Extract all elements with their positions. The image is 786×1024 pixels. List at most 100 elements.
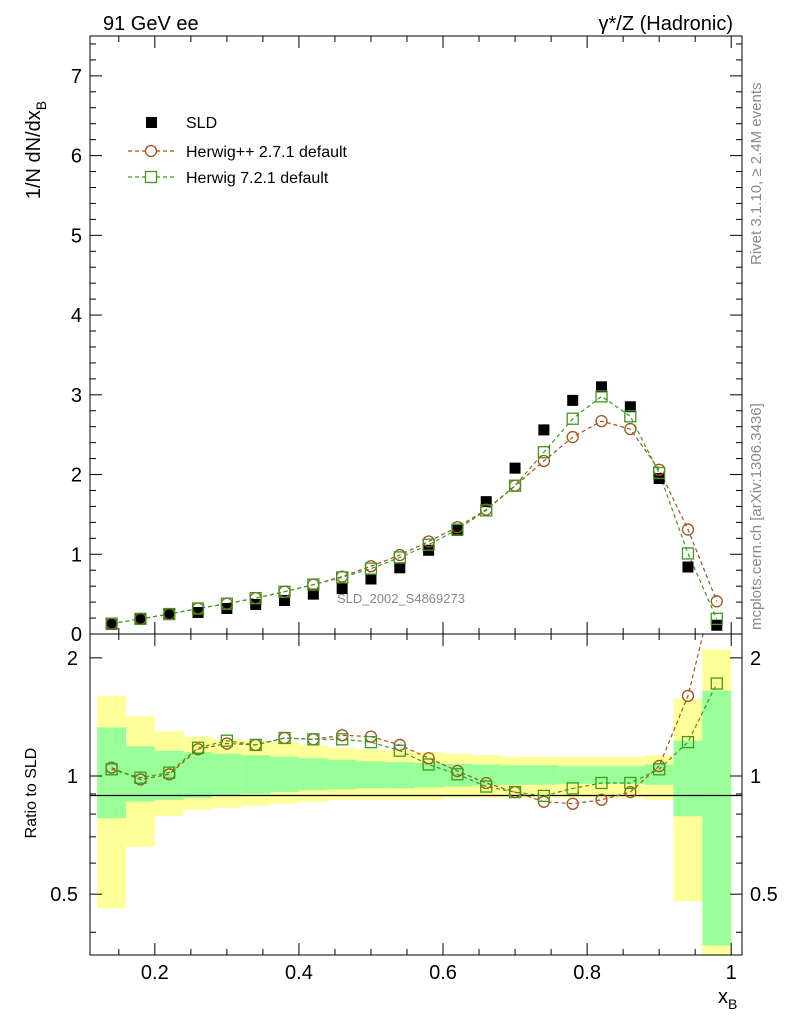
xlabel: xB bbox=[718, 986, 737, 1012]
legend: SLD Herwig++ 2.7.1 default Herwig 7.2.1 … bbox=[128, 115, 348, 187]
herwig7-point bbox=[508, 479, 522, 492]
ratio-panel: 0.5 0.5 1 1 2 2 0.2 0.4 0.6 0.8 1 Ratio to SLD xB bbox=[23, 572, 778, 1012]
ratio-band-stat bbox=[702, 690, 732, 946]
herwig7-point bbox=[364, 562, 378, 575]
herwigpp-point bbox=[681, 523, 695, 536]
ratio-band-stat bbox=[414, 762, 444, 788]
herwig7-point bbox=[220, 597, 234, 610]
herwig7-point bbox=[249, 591, 262, 605]
herwig7-point bbox=[191, 602, 205, 615]
mcplots-note: mcplots.cern.ch [arXiv:1306.3436] bbox=[748, 403, 765, 630]
ratio-herwigpp-point bbox=[595, 793, 608, 806]
sld-point bbox=[711, 619, 723, 631]
ratio-ytick-label-left: 0.5 bbox=[50, 884, 78, 906]
herwig7-point bbox=[566, 412, 579, 425]
ratio-series-group bbox=[105, 572, 723, 810]
ratio-ytick-label-right: 1 bbox=[750, 766, 761, 788]
ratio-herwig7-point bbox=[451, 768, 464, 781]
ratio-herwig7-point bbox=[508, 785, 522, 799]
ratio-herwig7-point bbox=[422, 758, 435, 771]
herwig7-point bbox=[134, 612, 147, 626]
ratio-herwig7-point bbox=[393, 744, 406, 757]
legend-label-herwigpp: Herwig++ 2.7.1 default bbox=[186, 144, 348, 161]
ratio-herwig7-point bbox=[652, 763, 666, 776]
ratio-herwig7-point bbox=[537, 789, 551, 803]
ratio-band-stat bbox=[615, 766, 645, 784]
ratio-ylabel: Ratio to SLD bbox=[23, 748, 40, 839]
ratio-xtick-label: 1 bbox=[726, 962, 737, 984]
herwig7-point bbox=[336, 571, 349, 584]
ratio-xtick-label: 0.4 bbox=[285, 962, 313, 984]
ratio-band-stat bbox=[471, 764, 501, 786]
sld-point bbox=[163, 608, 175, 620]
sld-point bbox=[682, 561, 694, 573]
ratio-herwigpp-line bbox=[111, 634, 704, 805]
ratio-herwig7-point bbox=[249, 738, 262, 752]
herwig7-point bbox=[624, 410, 637, 423]
main-ytick-label: 0 bbox=[71, 624, 82, 646]
sld-point bbox=[336, 583, 348, 595]
ratio-herwig7-point bbox=[710, 677, 723, 690]
herwig7-point bbox=[652, 466, 666, 480]
ratio-herwigpp-point bbox=[711, 572, 722, 583]
header-right: γ*/Z (Hadronic) bbox=[599, 13, 733, 35]
ratio-herwig7-point bbox=[278, 731, 291, 745]
herwig7-point bbox=[307, 578, 320, 591]
legend-label-sld: SLD bbox=[186, 115, 217, 132]
ratio-herwig7-point bbox=[191, 741, 205, 754]
ratio-ytick-label-left: 1 bbox=[67, 766, 78, 788]
herwig7-point bbox=[451, 523, 464, 536]
ratio-band-stat bbox=[385, 762, 415, 789]
herwig7-point bbox=[393, 551, 406, 564]
ratio-herwig7-point bbox=[105, 763, 118, 776]
main-ytick-label: 5 bbox=[71, 225, 82, 247]
ratio-band-stat bbox=[443, 763, 472, 787]
herwig7-point bbox=[278, 585, 291, 598]
sld-point bbox=[394, 562, 406, 574]
main-ytick-label: 7 bbox=[71, 66, 82, 88]
ratio-band-stat bbox=[500, 765, 530, 785]
ratio-ytick-label-right: 2 bbox=[750, 648, 761, 670]
legend-marker-sld bbox=[146, 117, 157, 128]
ratio-herwig7-point bbox=[364, 735, 378, 749]
sld-point bbox=[106, 618, 118, 630]
ratio-herwig7-point bbox=[220, 734, 234, 747]
ratio-ytick-label-right: 0.5 bbox=[750, 884, 778, 906]
herwig7-point bbox=[163, 607, 176, 621]
ratio-herwig7-point bbox=[566, 782, 579, 795]
herwig7-point bbox=[710, 612, 723, 626]
ratio-band-stat bbox=[241, 755, 271, 794]
ratio-band-stat bbox=[270, 756, 299, 793]
herwig7-point bbox=[595, 390, 608, 403]
herwig7-point bbox=[681, 547, 695, 560]
herwigpp-point bbox=[710, 595, 723, 608]
ratio-band-stat bbox=[298, 758, 328, 791]
main-ytick-label: 2 bbox=[71, 465, 82, 487]
ratio-herwig7-point bbox=[595, 776, 608, 790]
ratio-band-stat bbox=[529, 765, 559, 785]
sld-point bbox=[307, 588, 319, 600]
herwig7-point bbox=[537, 446, 551, 459]
sld-point bbox=[365, 573, 377, 585]
sld-point bbox=[250, 598, 262, 610]
watermark: SLD_2002_S4869273 bbox=[337, 591, 465, 606]
ratio-band-stat bbox=[154, 750, 184, 800]
ratio-herwigpp-point bbox=[681, 689, 695, 703]
herwig7-line bbox=[111, 395, 718, 625]
ratio-herwig7-point bbox=[681, 735, 695, 749]
header-left: 91 GeV ee bbox=[103, 13, 199, 35]
sld-point bbox=[221, 602, 233, 614]
sld-point bbox=[192, 606, 204, 618]
legend-label-herwig7: Herwig 7.2.1 default bbox=[186, 170, 329, 187]
main-ytick-label: 1 bbox=[71, 544, 82, 566]
main-ytick-label: 6 bbox=[71, 146, 82, 168]
ratio-band-stat bbox=[212, 753, 242, 796]
herwigpp-point bbox=[508, 479, 522, 492]
sld-point bbox=[451, 524, 463, 536]
ratio-band-stat bbox=[183, 752, 213, 798]
sld-point bbox=[279, 595, 291, 607]
ratio-herwig7-point bbox=[336, 733, 349, 746]
ratio-frame bbox=[89, 633, 743, 956]
ratio-herwig7-point bbox=[307, 733, 320, 746]
